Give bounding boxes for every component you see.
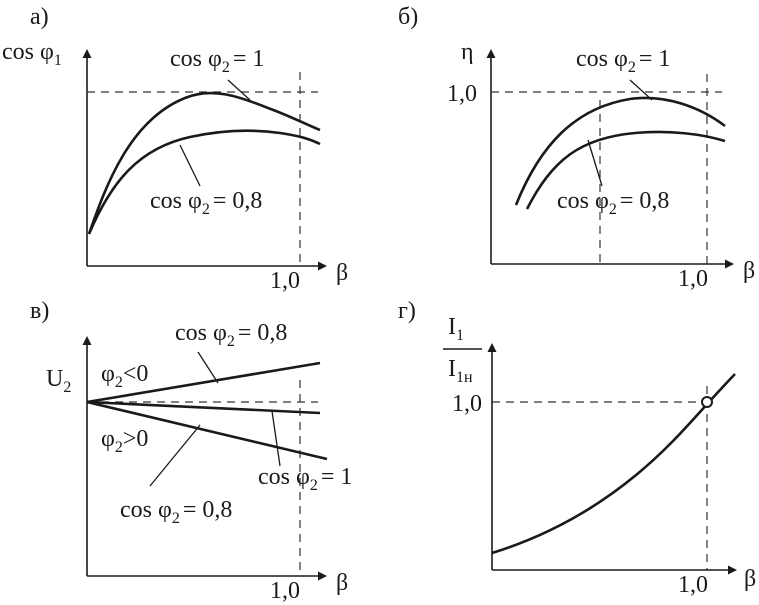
- panel-b-y-tick-label: 1,0: [447, 81, 477, 107]
- panel-a-y-axis-label: cos φ1: [2, 39, 62, 69]
- panel-b-series-1-label: cos φ2 = 1: [576, 46, 670, 76]
- panel-v-label: в): [30, 298, 49, 324]
- panel-g-y-label-numerator: I1: [448, 314, 464, 344]
- panel-b-series-1-line: [514, 96, 726, 206]
- panel-b-series-2-line: [525, 130, 726, 210]
- panel-a-x-axis-label: β: [336, 260, 348, 286]
- panel-v-series-3-line: [86, 400, 328, 461]
- panel-v-x-axis-label: β: [336, 570, 348, 596]
- panel-v-series-3-leader: [149, 424, 201, 487]
- panel-g-label: г): [398, 298, 416, 324]
- panel-v-series-2-line: [86, 400, 321, 415]
- panel-b: б) η 1,0 1,0 β cos φ2 = 1 cos φ2 = 0,8: [398, 4, 755, 292]
- panel-v-y-axis-label: U2: [46, 366, 71, 396]
- panel-a: а) cos φ1 1,0 β cos φ2 = 1 cos φ2 = 0,8: [2, 4, 348, 294]
- panel-v: в) U2 1,0 β cos φ2 = 0,8 cos φ2 = 1 cos φ2…: [30, 298, 352, 604]
- panel-a-series-2-line: [87, 129, 321, 235]
- panel-a-x-tick-label: 1,0: [270, 268, 300, 294]
- panel-b-series-1-leader: [629, 79, 653, 101]
- panel-a-series-1-leader: [227, 79, 251, 101]
- panel-v-series-3-label: cos φ2 = 0,8: [120, 497, 232, 527]
- panel-g-x-tick-label: 1,0: [678, 572, 708, 598]
- panel-v-series-2-label: cos φ2 = 1: [258, 464, 352, 494]
- panel-g-series-1-line: [491, 373, 736, 555]
- panel-b-series-2-label: cos φ2 = 0,8: [557, 188, 669, 218]
- panel-v-x-tick-label: 1,0: [270, 578, 300, 604]
- panel-a-series-1-line: [87, 91, 321, 235]
- panel-g-y-tick-label: 1,0: [452, 391, 482, 417]
- panel-b-y-axis-label: η: [461, 39, 474, 65]
- panel-b-label: б): [398, 4, 418, 30]
- panel-v-series-1-line: [86, 361, 321, 404]
- panel-a-series-2-label: cos φ2 = 0,8: [150, 188, 262, 218]
- panel-b-x-tick-label: 1,0: [678, 266, 708, 292]
- panel-g-rated-point-marker: [701, 396, 713, 408]
- panel-g-y-label-denominator: I1н: [448, 356, 473, 386]
- panel-v-region-label-lag: φ2>0: [101, 426, 148, 456]
- panel-b-x-axis-label: β: [743, 258, 755, 284]
- panel-b-series-2-leader: [587, 139, 603, 187]
- panel-v-series-1-leader: [197, 351, 219, 384]
- panel-v-series-2-leader: [271, 410, 281, 467]
- panel-g: г) I1 I1н 1,0 1,0 β: [398, 298, 756, 598]
- panel-a-label: а): [30, 4, 49, 30]
- panel-a-series-2-leader: [179, 144, 201, 187]
- panel-v-series-1-label: cos φ2 = 0,8: [175, 320, 287, 350]
- panel-v-region-label-lead: φ2<0: [101, 361, 148, 391]
- panel-a-series-1-label: cos φ2 = 1: [170, 46, 264, 76]
- panel-g-x-axis-label: β: [744, 566, 756, 592]
